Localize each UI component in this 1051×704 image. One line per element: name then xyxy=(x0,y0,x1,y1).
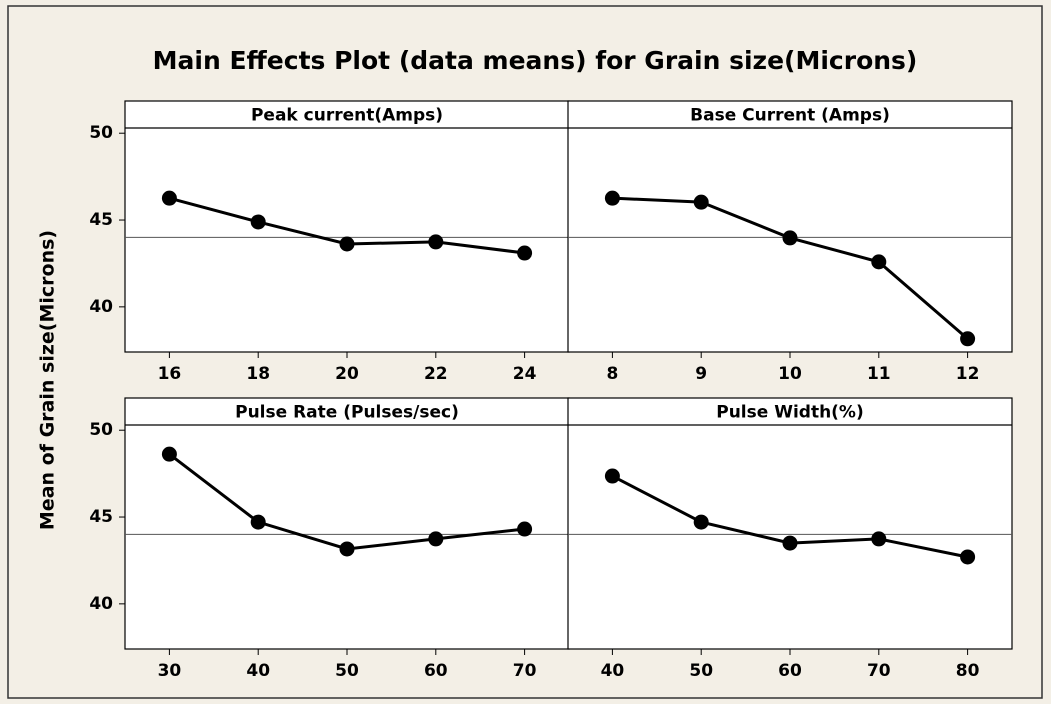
x-tick-label: 80 xyxy=(956,661,980,681)
marker xyxy=(428,531,444,547)
marker xyxy=(161,446,177,462)
chart-title: Main Effects Plot (data means) for Grain… xyxy=(153,46,918,75)
x-tick-label: 8 xyxy=(606,364,618,384)
x-tick-label: 40 xyxy=(246,661,270,681)
marker xyxy=(339,541,355,557)
panel-title: Pulse Rate (Pulses/sec) xyxy=(235,403,459,423)
x-tick-label: 20 xyxy=(335,364,359,384)
marker xyxy=(960,549,976,565)
marker xyxy=(604,468,620,484)
x-tick-label: 18 xyxy=(246,364,270,384)
x-tick-label: 40 xyxy=(601,661,625,681)
panel xyxy=(124,100,570,353)
marker xyxy=(517,245,533,261)
panel xyxy=(567,397,1013,650)
x-tick-label: 24 xyxy=(513,364,537,384)
x-tick-label: 60 xyxy=(778,661,802,681)
marker xyxy=(693,194,709,210)
x-tick-label: 12 xyxy=(956,364,980,384)
y-tick-label: 40 xyxy=(89,594,113,614)
marker xyxy=(250,214,266,230)
marker xyxy=(782,535,798,551)
y-tick-label: 45 xyxy=(89,507,113,527)
marker xyxy=(250,514,266,530)
marker xyxy=(517,521,533,537)
panel xyxy=(124,397,570,650)
y-tick-label: 45 xyxy=(89,210,113,230)
y-axis-label: Mean of Grain size(Microns) xyxy=(37,230,59,530)
y-tick-label: 50 xyxy=(89,420,113,440)
panel-title: Pulse Width(%) xyxy=(716,403,864,423)
marker xyxy=(871,254,887,270)
x-tick-label: 11 xyxy=(867,364,891,384)
panel xyxy=(567,100,1013,353)
x-tick-label: 30 xyxy=(158,661,182,681)
x-tick-label: 10 xyxy=(778,364,802,384)
marker xyxy=(339,236,355,252)
marker xyxy=(960,331,976,347)
x-tick-label: 9 xyxy=(695,364,707,384)
x-tick-label: 70 xyxy=(867,661,891,681)
marker xyxy=(782,230,798,246)
marker xyxy=(871,531,887,547)
marker xyxy=(693,514,709,530)
x-tick-label: 16 xyxy=(158,364,182,384)
panel-title: Peak current(Amps) xyxy=(251,106,443,126)
marker xyxy=(161,190,177,206)
x-tick-label: 22 xyxy=(424,364,448,384)
x-tick-label: 50 xyxy=(689,661,713,681)
frame xyxy=(7,5,1043,699)
x-tick-label: 50 xyxy=(335,661,359,681)
y-tick-label: 40 xyxy=(89,297,113,317)
y-tick-label: 50 xyxy=(89,123,113,143)
x-tick-label: 60 xyxy=(424,661,448,681)
x-tick-label: 70 xyxy=(513,661,537,681)
panel-title: Base Current (Amps) xyxy=(690,106,890,126)
marker xyxy=(604,190,620,206)
marker xyxy=(428,234,444,250)
